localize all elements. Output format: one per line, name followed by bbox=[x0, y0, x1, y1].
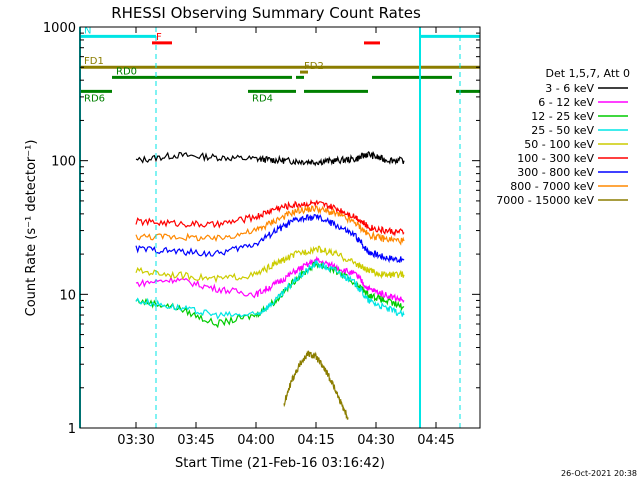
y-tick-label-3: 1000 bbox=[43, 21, 76, 36]
timestamp: 26-Oct-2021 20:38 bbox=[561, 469, 637, 478]
flag-label-4: FD1 bbox=[84, 56, 104, 67]
series-line-8 bbox=[283, 350, 349, 420]
x-tick-label-1: 03:45 bbox=[177, 433, 214, 448]
series-line-1 bbox=[135, 255, 405, 304]
series-line-5 bbox=[135, 199, 405, 237]
legend-label-4: 50 - 100 keV bbox=[524, 138, 594, 151]
flag-label-10: RD4 bbox=[252, 93, 273, 104]
legend-label-2: 12 - 25 keV bbox=[531, 110, 594, 123]
x-tick-label-3: 04:15 bbox=[297, 433, 334, 448]
x-tick-label-5: 04:45 bbox=[417, 433, 454, 448]
legend-label-7: 800 - 7000 keV bbox=[510, 180, 594, 193]
y-tick-label-1: 10 bbox=[59, 288, 76, 303]
flags-layer: N F FD1 FD2 RD0 RD6 RD4 bbox=[80, 25, 480, 104]
legend-label-0: 3 - 6 keV bbox=[545, 82, 594, 95]
flag-label-0: N bbox=[84, 25, 91, 36]
legend-label-8: 7000 - 15000 keV bbox=[496, 194, 594, 207]
legend-title: Det 1,5,7, Att 0 bbox=[546, 67, 630, 80]
axes-layer: 03:30 03:45 04:00 04:15 04:30 04:45 1 10 100 1000 bbox=[43, 21, 480, 448]
y-axis-label: Count Rate (s⁻¹ detector⁻¹) bbox=[24, 140, 39, 317]
x-tick-label-4: 04:30 bbox=[357, 433, 394, 448]
series-line-3 bbox=[135, 259, 405, 320]
series-line-2 bbox=[135, 261, 405, 329]
legend-label-6: 300 - 800 keV bbox=[517, 166, 594, 179]
legend-label-1: 6 - 12 keV bbox=[538, 96, 594, 109]
y-tick-label-2: 100 bbox=[51, 155, 76, 170]
series-layer bbox=[135, 150, 405, 420]
flag-label-5: FD2 bbox=[304, 61, 324, 72]
x-axis-label: Start Time (21-Feb-16 03:16:42) bbox=[175, 456, 385, 471]
legend-label-5: 100 - 300 keV bbox=[517, 152, 594, 165]
series-line-0 bbox=[135, 150, 405, 167]
y-tick-label-0: 1 bbox=[68, 422, 76, 437]
plot-frame bbox=[79, 26, 481, 429]
legend-label-3: 25 - 50 keV bbox=[531, 124, 594, 137]
vlines-layer bbox=[79, 27, 461, 428]
x-tick-label-2: 04:00 bbox=[237, 433, 274, 448]
flag-label-6: RD0 bbox=[116, 66, 137, 77]
flag-label-2: F bbox=[156, 32, 162, 43]
chart-title: RHESSI Observing Summary Count Rates bbox=[111, 4, 421, 22]
series-line-6 bbox=[135, 214, 405, 264]
series-line-7 bbox=[135, 205, 405, 246]
series-line-4 bbox=[135, 245, 405, 284]
x-tick-label-0: 03:30 bbox=[117, 433, 154, 448]
flag-label-9: RD6 bbox=[84, 93, 105, 104]
